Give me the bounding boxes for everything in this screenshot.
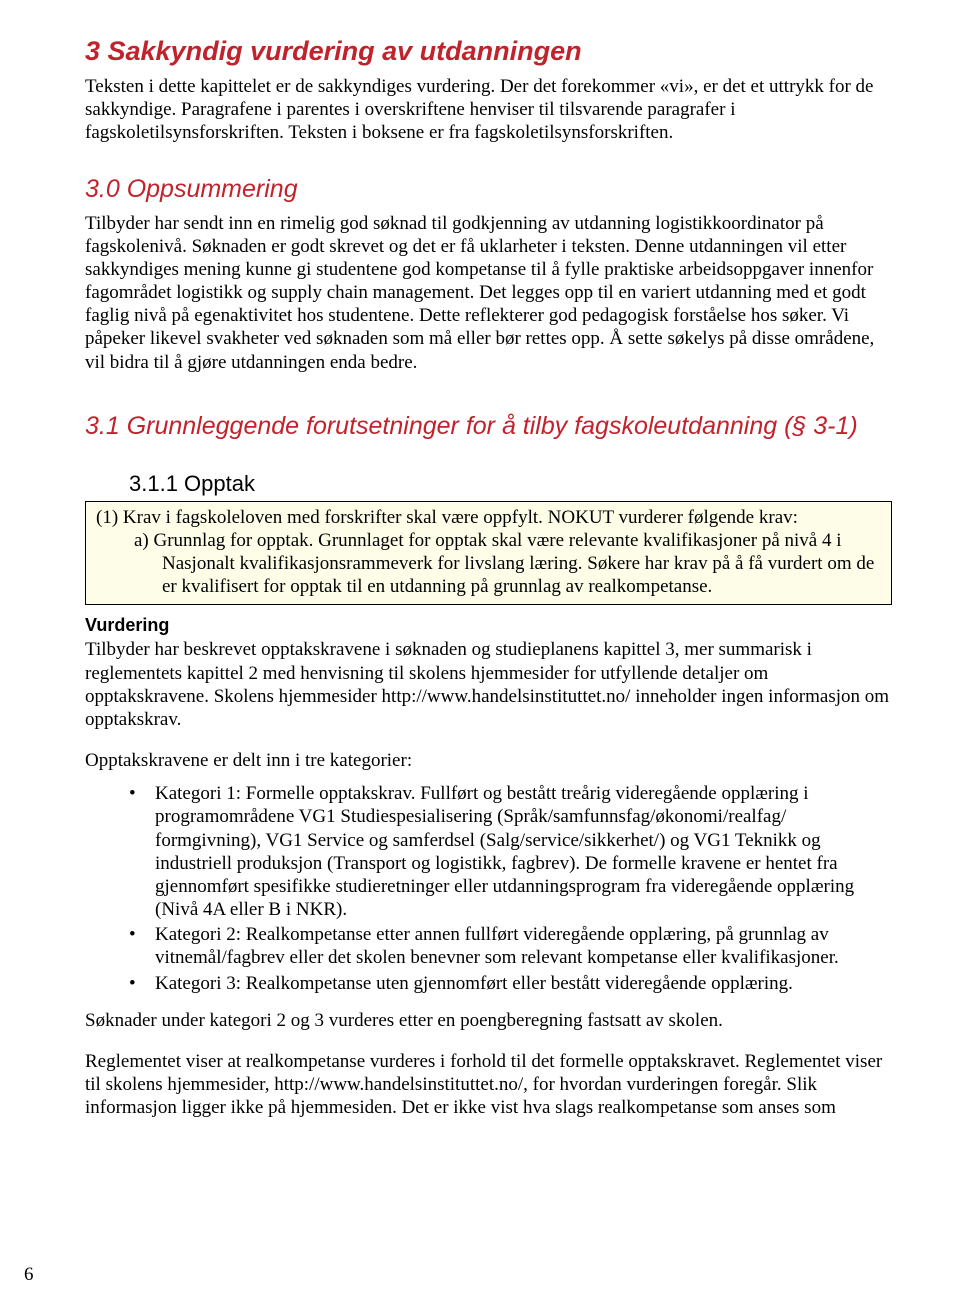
section-3-intro: Teksten i dette kapittelet er de sakkynd…	[85, 75, 892, 145]
regulation-callout: (1) Krav i fagskoleloven med forskrifter…	[85, 501, 892, 606]
heading-section-3-0: 3.0 Oppsummering	[85, 175, 892, 204]
callout-line-1: (1) Krav i fagskoleloven med forskrifter…	[96, 506, 881, 529]
callout-line-2: a) Grunnlag for opptak. Grunnlaget for o…	[96, 529, 881, 599]
list-item: Kategori 3: Realkompetanse uten gjennomf…	[85, 972, 892, 995]
post-paragraph-1: Søknader under kategori 2 og 3 vurderes …	[85, 1009, 892, 1032]
vurdering-label: Vurdering	[85, 615, 892, 636]
vurdering-body: Tilbyder har beskrevet opptakskravene i …	[85, 638, 892, 731]
list-item: Kategori 2: Realkompetanse etter annen f…	[85, 923, 892, 969]
kategorier-intro: Opptakskravene er delt inn i tre kategor…	[85, 749, 892, 772]
kategorier-list: Kategori 1: Formelle opptakskrav. Fullfø…	[85, 782, 892, 995]
post-paragraph-2: Reglementet viser at realkompetanse vurd…	[85, 1050, 892, 1120]
list-item: Kategori 1: Formelle opptakskrav. Fullfø…	[85, 782, 892, 921]
section-3-0-body: Tilbyder har sendt inn en rimelig god sø…	[85, 212, 892, 374]
heading-section-3-1-1: 3.1.1 Opptak	[85, 471, 892, 497]
heading-section-3: 3 Sakkyndig vurdering av utdanningen	[85, 36, 892, 67]
heading-section-3-1: 3.1 Grunnleggende forutsetninger for å t…	[85, 412, 892, 441]
page-number: 6	[24, 1264, 34, 1286]
